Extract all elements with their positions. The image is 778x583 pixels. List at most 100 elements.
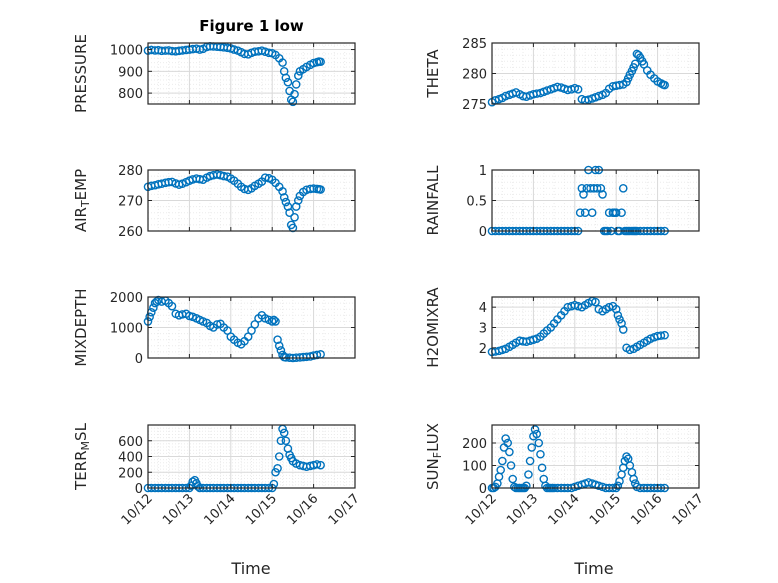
data-point bbox=[250, 320, 260, 329]
data-point bbox=[293, 71, 303, 80]
y-axis-label-rest: EMP bbox=[72, 169, 90, 200]
data-point bbox=[587, 208, 597, 217]
data-point bbox=[167, 301, 177, 311]
y-tick-label: 200 bbox=[118, 466, 143, 481]
y-tick-label: 2000 bbox=[110, 291, 143, 306]
data-point bbox=[288, 97, 298, 107]
y-axis-label: PRESSURE bbox=[72, 34, 90, 113]
y-axis-label-main: TERR bbox=[72, 450, 90, 491]
y-tick-label: 0 bbox=[135, 482, 143, 497]
data-point bbox=[575, 208, 585, 217]
y-axis-label: TERRMSL bbox=[72, 422, 92, 491]
data-point bbox=[598, 190, 607, 199]
data-point bbox=[278, 58, 287, 67]
data-point bbox=[618, 325, 628, 334]
data-point bbox=[274, 341, 284, 351]
x-axis-label-right: Time bbox=[573, 559, 613, 578]
y-tick-label: 2 bbox=[479, 342, 487, 357]
data-point bbox=[611, 208, 621, 217]
subplot-h2omixra: 2 3 4 H2OMIXRA bbox=[424, 287, 700, 368]
data-point bbox=[271, 317, 280, 326]
y-tick-label: 260 bbox=[118, 225, 143, 240]
data-point bbox=[316, 460, 325, 470]
data-point bbox=[592, 183, 602, 193]
data-point bbox=[316, 57, 325, 67]
data-point bbox=[536, 449, 545, 459]
series-theta bbox=[487, 49, 669, 107]
subplot-theta: 275 280 285 THETA bbox=[424, 37, 700, 113]
data-point bbox=[195, 45, 205, 54]
data-point bbox=[312, 460, 322, 469]
data-point bbox=[629, 474, 638, 484]
subplot-rainfall: 0 0.5 1 RAINFALL bbox=[424, 164, 700, 240]
data-point bbox=[615, 80, 624, 90]
data-point bbox=[506, 461, 516, 470]
data-point bbox=[617, 208, 626, 217]
y-axis-label: AIRTEMP bbox=[72, 169, 92, 232]
data-point bbox=[591, 297, 600, 307]
y-axis-label: MIXDEPTH bbox=[72, 288, 90, 366]
data-point bbox=[646, 334, 655, 343]
data-point bbox=[613, 310, 623, 320]
data-point bbox=[622, 452, 631, 461]
data-point bbox=[145, 312, 154, 322]
data-point bbox=[596, 183, 606, 193]
y-tick-label: 600 bbox=[118, 435, 143, 450]
data-point bbox=[281, 197, 291, 207]
data-point bbox=[290, 212, 299, 222]
y-tick-label: 0 bbox=[135, 352, 143, 367]
data-point bbox=[594, 91, 604, 101]
y-axis-label-main: SUN bbox=[424, 458, 442, 490]
y-tick-label: 1000 bbox=[110, 322, 143, 337]
y-tick-label: 900 bbox=[118, 65, 143, 80]
data-point bbox=[656, 331, 666, 340]
axes-box bbox=[491, 424, 700, 489]
data-point bbox=[283, 77, 293, 87]
data-point bbox=[152, 297, 161, 306]
data-point bbox=[293, 196, 303, 205]
data-point bbox=[278, 187, 287, 196]
y-tick-label: 800 bbox=[118, 87, 143, 102]
data-point bbox=[522, 481, 531, 491]
data-point bbox=[291, 80, 301, 89]
data-point bbox=[611, 304, 621, 314]
data-point bbox=[193, 482, 203, 491]
subplot-mixdepth: 0 1000 2000 MIXDEPTH bbox=[72, 288, 356, 367]
data-point bbox=[505, 447, 514, 457]
y-tick-label: 1000 bbox=[110, 44, 143, 59]
data-point bbox=[527, 443, 537, 452]
data-point bbox=[279, 193, 289, 202]
y-tick-label: 280 bbox=[118, 164, 143, 179]
data-point bbox=[660, 330, 669, 340]
subplot-air-temp: 260 270 280 AIRTEMP bbox=[72, 164, 356, 240]
data-point bbox=[273, 464, 282, 473]
data-point bbox=[615, 315, 624, 324]
data-point bbox=[660, 80, 669, 90]
data-point bbox=[229, 45, 239, 54]
data-point bbox=[625, 345, 635, 355]
y-tick-label: 285 bbox=[462, 37, 487, 52]
y-tick-label: 270 bbox=[118, 195, 143, 210]
y-axis-label: SUNFLUX bbox=[424, 423, 444, 490]
y-tick-label: 0.5 bbox=[466, 195, 487, 210]
y-axis-label: H2OMIXRA bbox=[424, 287, 442, 368]
y-axis-label-rest: LUX bbox=[424, 423, 442, 452]
data-point bbox=[316, 185, 325, 194]
data-point bbox=[281, 73, 291, 83]
y-tick-label: 275 bbox=[462, 98, 487, 113]
series-air-temp bbox=[143, 170, 325, 233]
data-point bbox=[525, 456, 535, 466]
x-axis-label-left: Time bbox=[230, 559, 270, 578]
series-pressure bbox=[143, 41, 325, 107]
data-point bbox=[276, 346, 286, 355]
data-point bbox=[267, 317, 277, 326]
data-point bbox=[532, 429, 542, 439]
y-axis-label-rest: SL bbox=[72, 422, 90, 441]
y-axis-label: THETA bbox=[424, 49, 442, 99]
y-axis-label-subscript: T bbox=[79, 200, 92, 208]
data-point bbox=[283, 202, 293, 211]
data-point bbox=[273, 335, 282, 345]
y-axis-label-subscript: M bbox=[79, 441, 92, 451]
